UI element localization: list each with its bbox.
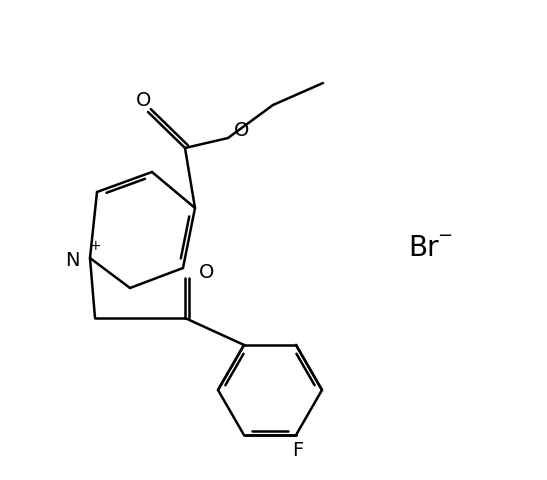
Text: N: N [66, 251, 80, 269]
Text: +: + [89, 239, 101, 253]
Text: O: O [199, 264, 214, 283]
Text: F: F [293, 441, 304, 459]
Text: O: O [234, 120, 249, 140]
Text: O: O [136, 91, 152, 109]
Text: −: − [438, 227, 452, 245]
Text: Br: Br [408, 234, 439, 262]
